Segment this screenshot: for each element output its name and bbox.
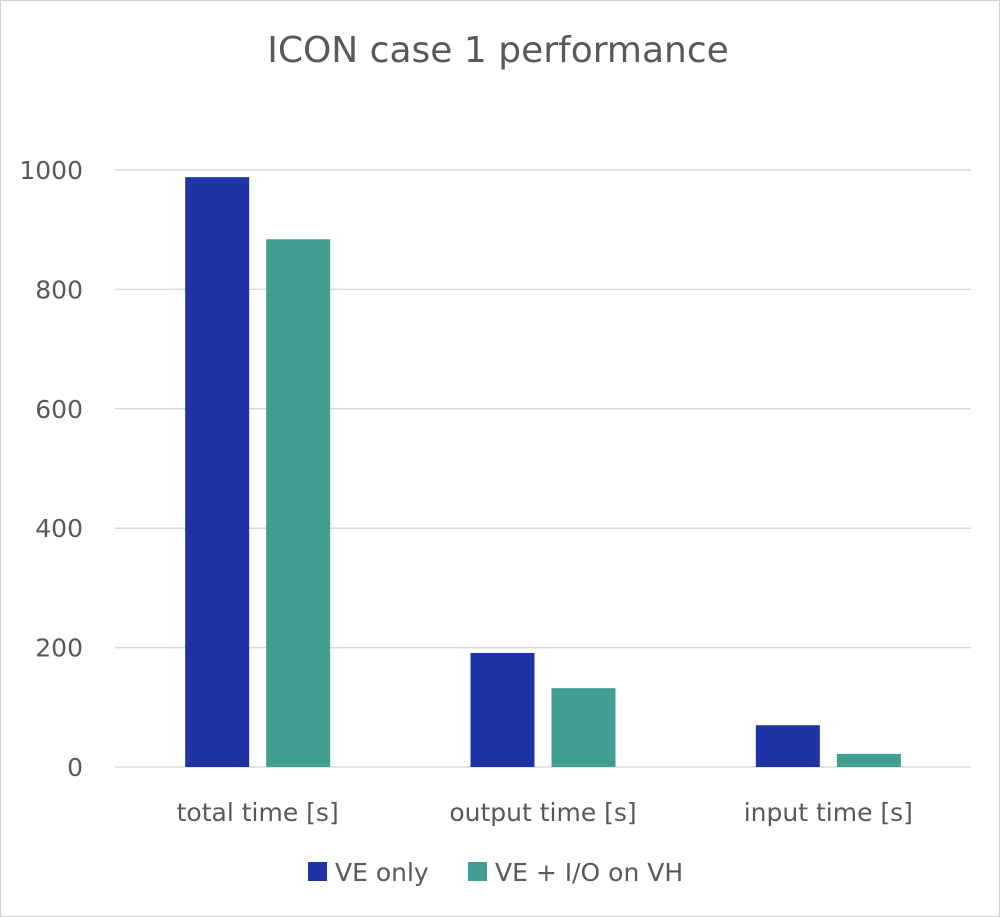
bar-ve-io-on-vh-2 — [836, 753, 901, 767]
category-label: total time [s] — [177, 798, 339, 827]
y-tick-label: 0 — [67, 753, 83, 782]
bars — [185, 177, 901, 767]
legend: VE only VE + I/O on VH — [308, 858, 683, 887]
legend-label: VE + I/O on VH — [495, 858, 683, 887]
y-tick-label: 1000 — [19, 156, 83, 185]
bar-ve-io-on-vh-0 — [266, 239, 331, 767]
category-label: input time [s] — [744, 798, 913, 827]
y-tick-label: 800 — [35, 275, 83, 304]
chart-title: ICON case 1 performance — [267, 30, 729, 71]
y-tick-label: 200 — [35, 634, 83, 663]
y-axis-tick-labels: 0 200 400 600 800 1000 — [19, 156, 83, 782]
y-tick-label: 400 — [35, 514, 83, 543]
bar-ve-only-2 — [755, 725, 820, 767]
bar-ve-io-on-vh-1 — [551, 688, 616, 767]
gridlines — [115, 169, 971, 768]
legend-swatch — [308, 862, 327, 881]
legend-label: VE only — [335, 858, 429, 887]
legend-swatch — [468, 862, 487, 881]
bar-ve-only-1 — [470, 652, 535, 767]
y-tick-label: 600 — [35, 395, 83, 424]
bar-ve-only-0 — [185, 177, 250, 767]
category-label: output time [s] — [449, 798, 636, 827]
x-axis-category-labels: total time [s] output time [s] input time … — [177, 798, 913, 827]
